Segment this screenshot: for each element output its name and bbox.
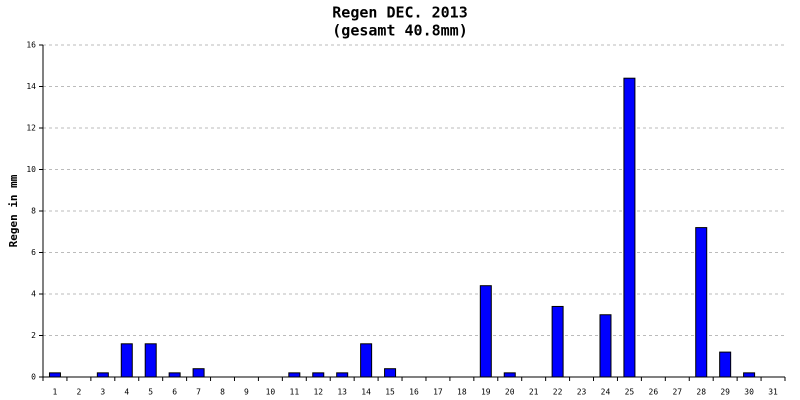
x-tick-label: 6 (172, 388, 177, 397)
x-tick-label: 11 (290, 388, 300, 397)
x-tick-label: 3 (100, 388, 105, 397)
x-tick-label: 10 (266, 388, 276, 397)
y-tick-label: 16 (26, 41, 36, 50)
x-tick-label: 21 (529, 388, 539, 397)
bar (120, 343, 133, 378)
bar (144, 343, 157, 378)
x-tick-label: 2 (76, 388, 81, 397)
bar (743, 372, 756, 378)
x-tick-label: 7 (196, 388, 201, 397)
bar (551, 305, 564, 378)
x-tick-label: 28 (696, 388, 706, 397)
y-tick-label: 10 (26, 165, 36, 174)
x-tick-label: 1 (53, 388, 58, 397)
x-tick-label: 5 (148, 388, 153, 397)
y-tick-label: 6 (31, 248, 36, 257)
y-tick-label: 0 (31, 373, 36, 382)
x-tick-label: 26 (649, 388, 659, 397)
bar (360, 343, 373, 378)
bar (168, 372, 181, 378)
chart-subtitle: (gesamt 40.8mm) (332, 22, 467, 40)
bar (479, 285, 492, 378)
x-tick-label: 29 (720, 388, 730, 397)
x-tick-label: 22 (553, 388, 563, 397)
y-tick-label: 4 (31, 290, 36, 299)
x-tick-label: 27 (672, 388, 682, 397)
bar (503, 372, 516, 378)
x-tick-label: 19 (481, 388, 491, 397)
bar (312, 372, 325, 378)
x-tick-label: 20 (505, 388, 515, 397)
x-tick-label: 31 (768, 388, 778, 397)
y-tick-label: 14 (26, 82, 36, 91)
x-tick-label: 17 (433, 388, 443, 397)
bar (623, 77, 636, 378)
bar (719, 351, 732, 378)
bar (695, 227, 708, 378)
x-tick-label: 24 (601, 388, 611, 397)
bar (96, 372, 109, 378)
x-tick-label: 23 (577, 388, 587, 397)
bar (192, 368, 205, 378)
y-axis-label: Regen in mm (7, 174, 20, 247)
y-tick-label: 12 (26, 124, 36, 133)
bar (599, 314, 612, 378)
x-tick-label: 16 (409, 388, 419, 397)
x-tick-label: 4 (124, 388, 129, 397)
x-tick-label: 25 (625, 388, 635, 397)
chart-title: Regen DEC. 2013 (332, 4, 467, 22)
bar (288, 372, 301, 378)
x-tick-label: 18 (457, 388, 467, 397)
x-tick-label: 8 (220, 388, 225, 397)
y-tick-label: 8 (31, 207, 36, 216)
x-tick-label: 12 (313, 388, 323, 397)
bar (48, 372, 61, 378)
x-tick-label: 9 (244, 388, 249, 397)
x-tick-label: 14 (361, 388, 371, 397)
y-tick-label: 2 (31, 331, 36, 340)
x-tick-label: 13 (337, 388, 347, 397)
x-tick-label: 15 (385, 388, 395, 397)
bar (384, 368, 397, 378)
bar (336, 372, 349, 378)
x-tick-label: 30 (744, 388, 754, 397)
